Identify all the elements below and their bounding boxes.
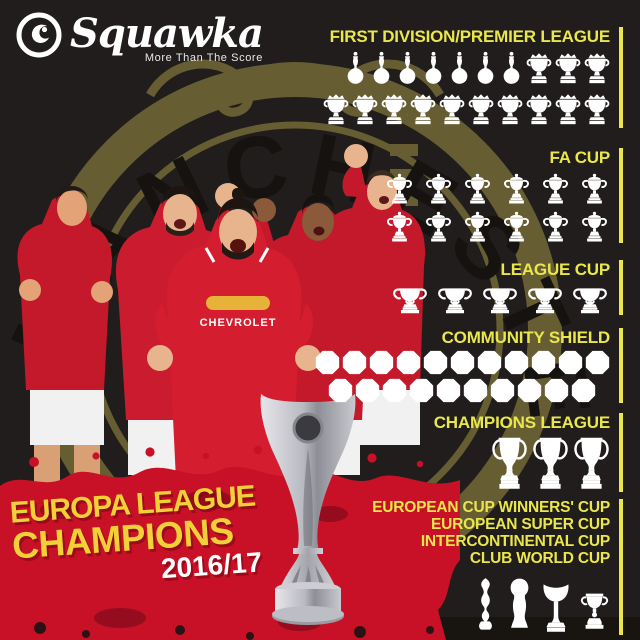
- premier-league-trophy-icon: [468, 91, 494, 128]
- section-international-cups: EUROPEAN CUP WINNERS' CUP EUROPEAN SUPER …: [315, 499, 623, 635]
- section-label: INTERCONTINENTAL CUP: [420, 533, 610, 550]
- section-label: FA CUP: [549, 148, 610, 167]
- community-shield-icon: [477, 350, 502, 375]
- trophy-row: [384, 173, 610, 205]
- community-shield-icon: [490, 378, 515, 403]
- section-label: LEAGUE CUP: [500, 260, 611, 279]
- community-shield-icon: [463, 378, 488, 403]
- premier-league-trophy-icon: [352, 91, 378, 128]
- first-division-trophy-icon: [370, 50, 393, 87]
- community-shield-icon: [423, 350, 448, 375]
- section-label: FIRST DIVISION/PREMIER LEAGUE: [329, 27, 611, 46]
- fa-cup-trophy-icon: [579, 173, 610, 205]
- community-shield-icon: [328, 378, 353, 403]
- headline-block: EUROPA LEAGUE CHAMPIONS 2016/17: [9, 480, 263, 594]
- trophy-row: [473, 575, 610, 635]
- cup-winners-cup-trophy-icon: [473, 575, 498, 635]
- community-shield-icon: [544, 378, 569, 403]
- fa-cup-trophy-icon: [462, 211, 493, 243]
- trophy-row: [344, 50, 610, 87]
- community-shield-icon: [315, 350, 340, 375]
- fa-cup-trophy-icon: [540, 211, 571, 243]
- brand-name: Squawka: [70, 10, 264, 57]
- premier-league-trophy-icon: [555, 50, 581, 87]
- fa-cup-trophy-icon: [579, 211, 610, 243]
- section-label: CLUB WORLD CUP: [469, 550, 610, 567]
- red-splatter-background: [0, 445, 460, 640]
- section-first-division-premier-league: FIRST DIVISION/PREMIER LEAGUE: [315, 27, 623, 128]
- community-shield-icon: [517, 378, 542, 403]
- premier-league-trophy-icon: [526, 91, 552, 128]
- premier-league-trophy-icon: [439, 91, 465, 128]
- european-super-cup-trophy-icon: [506, 575, 533, 635]
- trophy-row: [323, 91, 610, 128]
- community-shield-icon: [342, 350, 367, 375]
- fa-cup-trophy-icon: [540, 173, 571, 205]
- squawka-bird-icon: [16, 12, 62, 58]
- champions-league-trophy-icon: [491, 436, 528, 492]
- squawka-logo: Squawka More Than The Score: [16, 10, 264, 64]
- first-division-trophy-icon: [474, 50, 497, 87]
- premier-league-trophy-icon: [410, 91, 436, 128]
- trophy-row: [328, 378, 596, 403]
- section-league-cup: LEAGUE CUP: [315, 260, 623, 315]
- section-label: COMMUNITY SHIELD: [441, 328, 611, 347]
- fa-cup-trophy-icon: [384, 173, 415, 205]
- community-shield-icon: [369, 350, 394, 375]
- trophy-row: [390, 285, 610, 315]
- league-cup-trophy-icon: [570, 285, 610, 315]
- league-cup-trophy-icon: [525, 285, 565, 315]
- club-world-cup-trophy-icon: [579, 588, 610, 635]
- league-cup-trophy-icon: [435, 285, 475, 315]
- europa-league-trophy: [260, 394, 356, 625]
- fa-cup-trophy-icon: [384, 211, 415, 243]
- section-fa-cup: FA CUP: [315, 148, 623, 243]
- trophy-row: [491, 436, 610, 492]
- community-shield-icon: [531, 350, 556, 375]
- first-division-trophy-icon: [500, 50, 523, 87]
- premier-league-trophy-icon: [584, 91, 610, 128]
- premier-league-trophy-icon: [555, 91, 581, 128]
- community-shield-icon: [585, 350, 610, 375]
- community-shield-icon: [436, 378, 461, 403]
- league-cup-trophy-icon: [390, 285, 430, 315]
- trophy-row: [315, 350, 610, 375]
- premier-league-trophy-icon: [497, 91, 523, 128]
- section-label: CHAMPIONS LEAGUE: [433, 413, 610, 432]
- brand-tagline: More Than The Score: [144, 52, 263, 64]
- community-shield-icon: [409, 378, 434, 403]
- first-division-trophy-icon: [396, 50, 419, 87]
- fa-cup-trophy-icon: [501, 173, 532, 205]
- premier-league-trophy-icon: [526, 50, 552, 87]
- section-label: EUROPEAN SUPER CUP: [431, 516, 610, 533]
- fa-cup-trophy-icon: [423, 211, 454, 243]
- section-label: EUROPEAN CUP WINNERS' CUP: [372, 499, 610, 516]
- fa-cup-trophy-icon: [501, 211, 532, 243]
- premier-league-trophy-icon: [323, 91, 349, 128]
- section-community-shield: COMMUNITY SHIELD: [315, 328, 623, 403]
- community-shield-icon: [355, 378, 380, 403]
- first-division-trophy-icon: [448, 50, 471, 87]
- trophy-panel: FIRST DIVISION/PREMIER LEAGUE FA CUP LEAGU…: [315, 27, 623, 635]
- league-cup-trophy-icon: [480, 285, 520, 315]
- fa-cup-trophy-icon: [462, 173, 493, 205]
- fa-cup-trophy-icon: [423, 173, 454, 205]
- community-shield-icon: [450, 350, 475, 375]
- premier-league-trophy-icon: [584, 50, 610, 87]
- intercontinental-cup-trophy-icon: [541, 583, 571, 635]
- community-shield-icon: [396, 350, 421, 375]
- premier-league-trophy-icon: [381, 91, 407, 128]
- community-shield-icon: [504, 350, 529, 375]
- jersey-sponsor-text: CHEVROLET: [200, 317, 277, 329]
- section-champions-league: CHAMPIONS LEAGUE: [315, 413, 623, 492]
- community-shield-icon: [558, 350, 583, 375]
- first-division-trophy-icon: [422, 50, 445, 87]
- community-shield-icon: [571, 378, 596, 403]
- trophy-row: [384, 211, 610, 243]
- champions-league-trophy-icon: [573, 436, 610, 492]
- champions-league-trophy-icon: [532, 436, 569, 492]
- first-division-trophy-icon: [344, 50, 367, 87]
- community-shield-icon: [382, 378, 407, 403]
